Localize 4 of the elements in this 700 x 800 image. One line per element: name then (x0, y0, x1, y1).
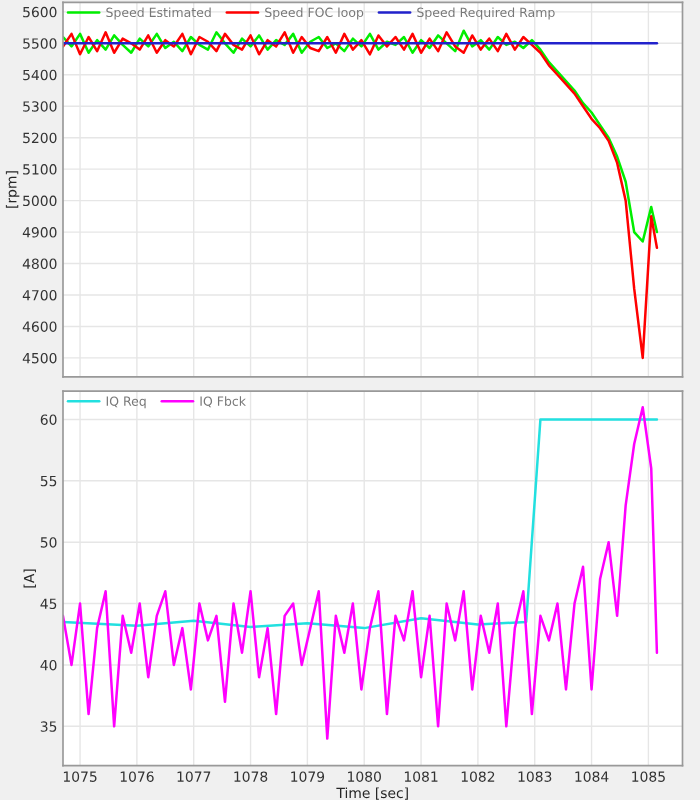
line-series (63, 29, 659, 243)
line-series (63, 418, 659, 630)
line-series (63, 31, 659, 360)
line-series (63, 405, 659, 740)
